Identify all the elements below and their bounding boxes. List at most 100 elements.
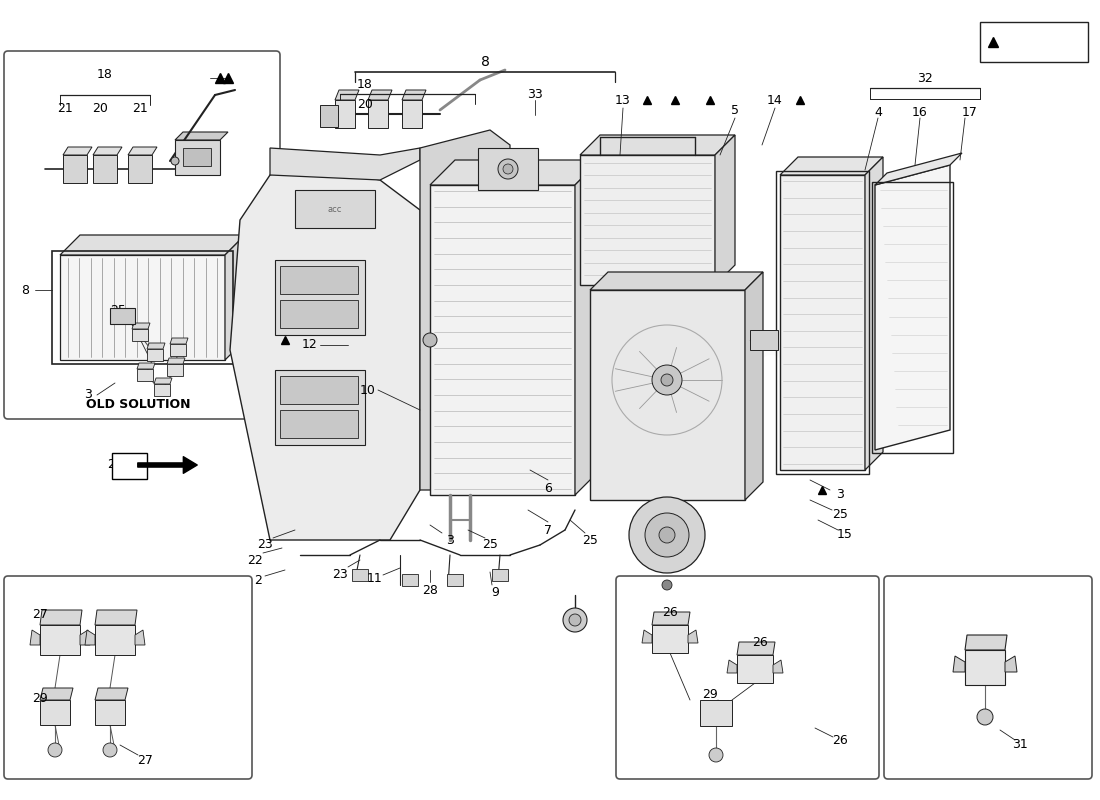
Polygon shape <box>147 343 165 349</box>
Circle shape <box>710 748 723 762</box>
Polygon shape <box>420 130 510 490</box>
Polygon shape <box>1005 656 1018 672</box>
Bar <box>336 100 355 128</box>
Bar <box>447 574 463 586</box>
Polygon shape <box>230 165 420 540</box>
Text: 23: 23 <box>332 567 348 581</box>
Circle shape <box>662 580 672 590</box>
Polygon shape <box>780 157 883 175</box>
Bar <box>154 384 170 396</box>
Bar <box>112 453 147 479</box>
Text: 9: 9 <box>491 586 499 598</box>
Polygon shape <box>642 630 652 643</box>
Circle shape <box>503 164 513 174</box>
Text: 18: 18 <box>97 69 113 82</box>
Text: 25: 25 <box>482 538 498 551</box>
Polygon shape <box>780 175 865 470</box>
FancyBboxPatch shape <box>4 51 280 419</box>
Bar <box>872 182 953 453</box>
Text: 13: 13 <box>615 94 631 106</box>
Circle shape <box>569 614 581 626</box>
Bar <box>280 410 358 438</box>
Bar <box>776 171 869 474</box>
Polygon shape <box>715 135 735 285</box>
Bar <box>128 155 152 183</box>
Text: 24: 24 <box>107 458 123 471</box>
Text: 27: 27 <box>32 609 48 622</box>
Bar <box>280 376 358 404</box>
Polygon shape <box>63 147 92 155</box>
Polygon shape <box>138 363 155 369</box>
Bar <box>40 700 70 725</box>
Text: 26: 26 <box>752 635 768 649</box>
Text: 7: 7 <box>544 523 552 537</box>
Polygon shape <box>402 90 426 100</box>
Text: Maserati: Maserati <box>491 258 910 442</box>
Bar <box>280 300 358 328</box>
Text: 11: 11 <box>367 571 383 585</box>
Bar <box>94 155 117 183</box>
Bar <box>95 625 135 655</box>
Text: 21: 21 <box>132 102 147 114</box>
Polygon shape <box>175 132 228 140</box>
Text: 20: 20 <box>92 102 108 114</box>
Polygon shape <box>30 630 40 645</box>
Text: 32: 32 <box>917 71 933 85</box>
Circle shape <box>659 527 675 543</box>
Circle shape <box>170 157 179 165</box>
Text: 27: 27 <box>138 754 153 766</box>
Polygon shape <box>652 612 690 625</box>
Text: 18: 18 <box>358 78 373 90</box>
Circle shape <box>424 333 437 347</box>
Circle shape <box>563 608 587 632</box>
Polygon shape <box>430 185 575 495</box>
Polygon shape <box>580 155 715 285</box>
Text: a part for
parts: a part for parts <box>418 356 641 504</box>
Text: 33: 33 <box>527 87 543 101</box>
Bar <box>275 370 365 445</box>
Text: 25: 25 <box>582 534 598 546</box>
Polygon shape <box>167 358 185 364</box>
Polygon shape <box>727 660 737 673</box>
Text: 8: 8 <box>481 55 490 69</box>
Text: 28: 28 <box>422 583 438 597</box>
Text: 14: 14 <box>767 94 783 106</box>
Bar <box>63 155 87 183</box>
Bar <box>700 700 732 726</box>
FancyBboxPatch shape <box>4 576 252 779</box>
Polygon shape <box>94 147 122 155</box>
Polygon shape <box>95 610 138 625</box>
Polygon shape <box>336 90 359 100</box>
Bar <box>352 569 368 581</box>
Polygon shape <box>688 630 698 643</box>
Bar <box>132 329 148 341</box>
Circle shape <box>629 497 705 573</box>
Bar <box>110 308 135 324</box>
Text: 29: 29 <box>32 691 48 705</box>
Text: 29: 29 <box>702 689 718 702</box>
Text: 25: 25 <box>832 509 848 522</box>
Polygon shape <box>85 630 95 645</box>
Text: 6: 6 <box>544 482 552 494</box>
Text: 25: 25 <box>110 303 125 317</box>
Bar <box>478 148 538 190</box>
Polygon shape <box>874 165 950 450</box>
Circle shape <box>977 709 993 725</box>
Bar <box>965 650 1005 685</box>
Bar <box>980 22 1088 62</box>
Bar <box>280 266 358 294</box>
Text: 22: 22 <box>248 554 263 566</box>
Bar <box>275 260 365 335</box>
Bar <box>320 105 338 127</box>
Polygon shape <box>590 272 763 290</box>
Text: 21: 21 <box>57 102 73 114</box>
Bar <box>95 700 125 725</box>
Polygon shape <box>95 688 128 700</box>
Polygon shape <box>737 642 775 655</box>
Bar <box>52 251 233 364</box>
Polygon shape <box>865 157 883 470</box>
Polygon shape <box>580 135 735 155</box>
Text: 23: 23 <box>257 538 273 551</box>
Polygon shape <box>368 90 392 100</box>
Bar <box>170 344 186 356</box>
